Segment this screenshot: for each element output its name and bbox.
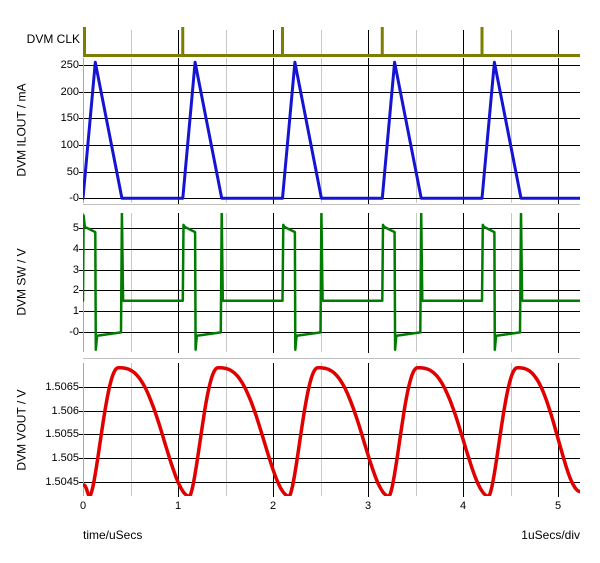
clk-trace[interactable] — [83, 27, 581, 57]
x-tick-label: 5 — [554, 500, 562, 512]
x-tick-label: 3 — [364, 500, 372, 512]
ilout-y-tick-label: 200 — [60, 86, 79, 98]
sw-y-tick-label: 2 — [72, 284, 79, 296]
ilout-y-tick-label: -0 — [69, 192, 79, 204]
sw-y-tick-label: 5 — [72, 222, 79, 234]
sw-y-tick-label: 4 — [72, 243, 79, 255]
ilout-trace[interactable] — [83, 60, 580, 200]
x-scale-per-div-label: 1uSecs/div — [521, 528, 580, 542]
clk-trace-label: DVM CLK — [26, 32, 80, 46]
vout-y-tick-label: 1.506 — [51, 405, 79, 417]
ilout-y-tick-label: 50 — [66, 166, 79, 178]
vout-y-tick-label: 1.505 — [51, 452, 79, 464]
ilout-y-tick-label: 100 — [60, 139, 79, 151]
x-tick-label: 4 — [459, 500, 467, 512]
sw-trace[interactable] — [83, 212, 580, 351]
x-tick-label: 2 — [269, 500, 277, 512]
x-tick-label: 0 — [79, 500, 87, 512]
vout-y-tick-label: 1.5055 — [45, 428, 79, 440]
ilout-y-tick-label: 250 — [60, 59, 79, 71]
x-axis-label: time/uSecs — [83, 528, 143, 542]
x-tick-label: 1 — [174, 500, 182, 512]
sw-y-tick-label: 1 — [72, 305, 79, 317]
vout-y-tick-label: 1.5065 — [45, 381, 79, 393]
sw-y-tick-label: -0 — [69, 326, 79, 338]
grid — [79, 30, 580, 497]
ilout-y-tick-label: 150 — [60, 112, 79, 124]
vout-trace[interactable] — [83, 366, 580, 497]
sw-y-tick-label: 3 — [72, 264, 79, 276]
vout-y-tick-label: 1.5045 — [45, 476, 79, 488]
